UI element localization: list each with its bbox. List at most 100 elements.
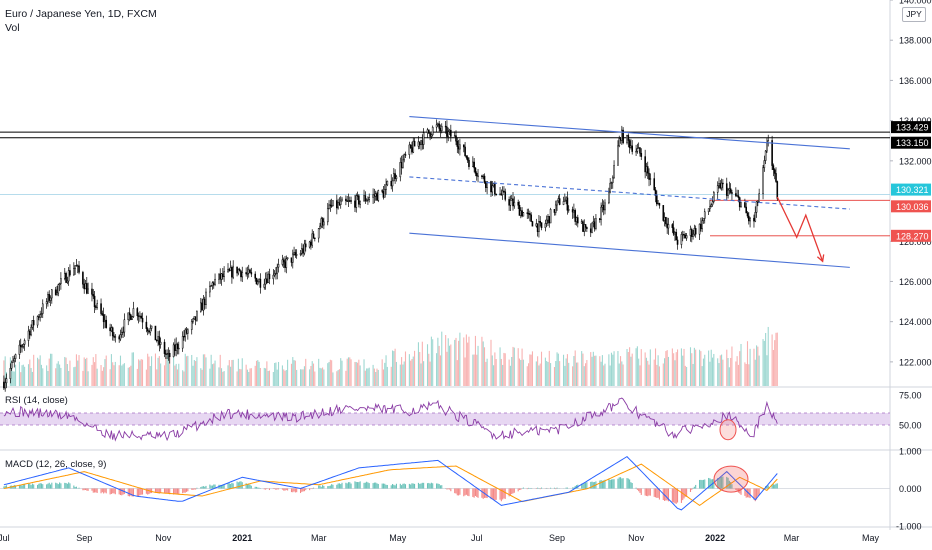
macd-hist-bar: [403, 483, 405, 489]
candle-body: [177, 347, 180, 350]
candle-body: [540, 222, 543, 228]
candle-body: [27, 330, 30, 341]
candle-body: [694, 228, 697, 235]
volume-bar: [350, 359, 352, 386]
volume-bar: [296, 369, 298, 386]
macd-hist-bar: [82, 488, 84, 491]
candle-body: [148, 330, 150, 333]
macd-hist-bar: [21, 485, 23, 489]
macd-hist-bar: [618, 477, 620, 489]
volume-bar: [139, 360, 141, 386]
volume-bar: [684, 365, 686, 386]
macd-hist-bar: [110, 488, 112, 494]
macd-hist-bar: [268, 488, 271, 491]
candle-body: [562, 201, 565, 205]
macd-hist-bar: [746, 488, 749, 498]
candle-body: [192, 318, 194, 322]
candle-body: [435, 124, 438, 128]
volume-bar: [757, 346, 759, 386]
macd-hist-bar: [148, 488, 150, 495]
macd-hist-bar: [4, 485, 6, 489]
volume-bar: [664, 358, 666, 386]
volume-bar: [700, 351, 702, 386]
candle-body: [547, 216, 549, 221]
macd-hist-bar: [446, 488, 448, 490]
macd-hist-bar: [158, 488, 160, 494]
candle-body: [703, 211, 706, 219]
candle-body: [501, 190, 504, 196]
candle-body: [595, 218, 597, 229]
candle-body: [319, 225, 321, 229]
macd-title[interactable]: MACD (12, 26, close, 9): [5, 459, 107, 470]
candle-body: [529, 213, 531, 216]
candle-body: [727, 189, 729, 196]
volume-bar: [438, 345, 440, 386]
volume-bar: [774, 340, 776, 386]
volume-bar: [529, 354, 531, 386]
candle-body: [301, 248, 303, 254]
macd-hist-bar: [285, 488, 287, 491]
macd-hist-bar: [338, 483, 340, 489]
volume-bar: [513, 347, 515, 386]
candle-body: [237, 269, 240, 274]
macd-hist-bar: [447, 488, 449, 490]
volume-bar: [57, 361, 59, 386]
volume-label[interactable]: Vol: [5, 22, 20, 34]
volume-bar: [467, 342, 469, 386]
currency-badge[interactable]: JPY: [902, 7, 926, 22]
macd-hist-bar: [676, 488, 679, 503]
volume-bar: [346, 358, 348, 386]
macd-hist-bar: [178, 488, 180, 495]
volume-bar: [56, 363, 58, 386]
macd-hist-bar: [465, 488, 467, 495]
candle-body: [254, 273, 257, 279]
candle-body: [575, 217, 578, 222]
macd-hist-bar: [766, 485, 768, 489]
macd-hist-bar: [627, 478, 629, 489]
volume-bar: [305, 358, 307, 386]
volume-bar: [274, 362, 276, 386]
candle-body: [749, 217, 751, 222]
volume-bar: [319, 367, 321, 386]
macd-hist-bar: [303, 488, 305, 492]
macd-hist-bar: [718, 478, 720, 489]
volume-bar: [557, 353, 559, 386]
candle-body: [345, 198, 347, 202]
rsi-title[interactable]: RSI (14, close): [5, 395, 68, 406]
candle-body: [66, 280, 69, 283]
volume-bar: [48, 358, 50, 386]
macd-hist-bar: [775, 483, 777, 489]
macd-hist-bar: [692, 487, 694, 489]
macd-hist-bar: [202, 486, 204, 489]
macd-hist-bar: [327, 486, 329, 489]
candle-body: [408, 144, 411, 155]
candle-body: [653, 178, 656, 191]
candle-body: [356, 195, 359, 197]
volume-bar: [375, 371, 377, 386]
macd-hist-bar: [346, 483, 348, 489]
candle-body: [60, 278, 62, 284]
candle-body: [154, 325, 157, 341]
macd-hist-bar: [281, 488, 283, 490]
candle-body: [701, 220, 703, 230]
symbol-title[interactable]: Euro / Japanese Yen, 1D, FXCM: [5, 8, 157, 20]
candle-body: [609, 182, 611, 193]
volume-bar: [612, 354, 614, 386]
macd-hist-bar: [581, 483, 583, 489]
candle-body: [683, 234, 685, 236]
macd-hist-bar: [283, 488, 285, 491]
volume-bar: [647, 360, 649, 386]
candle-body: [637, 147, 640, 149]
volume-bar: [68, 371, 70, 386]
volume-bar: [644, 352, 646, 386]
candle-body: [166, 353, 168, 355]
volume-bar: [148, 356, 150, 386]
candle-body: [391, 180, 394, 187]
volume-bar: [721, 354, 723, 386]
candle-body: [417, 141, 420, 147]
macd-hist-bar: [294, 488, 296, 493]
macd-hist-bar: [91, 488, 93, 491]
candle-body: [586, 227, 588, 230]
volume-bar: [581, 351, 583, 386]
